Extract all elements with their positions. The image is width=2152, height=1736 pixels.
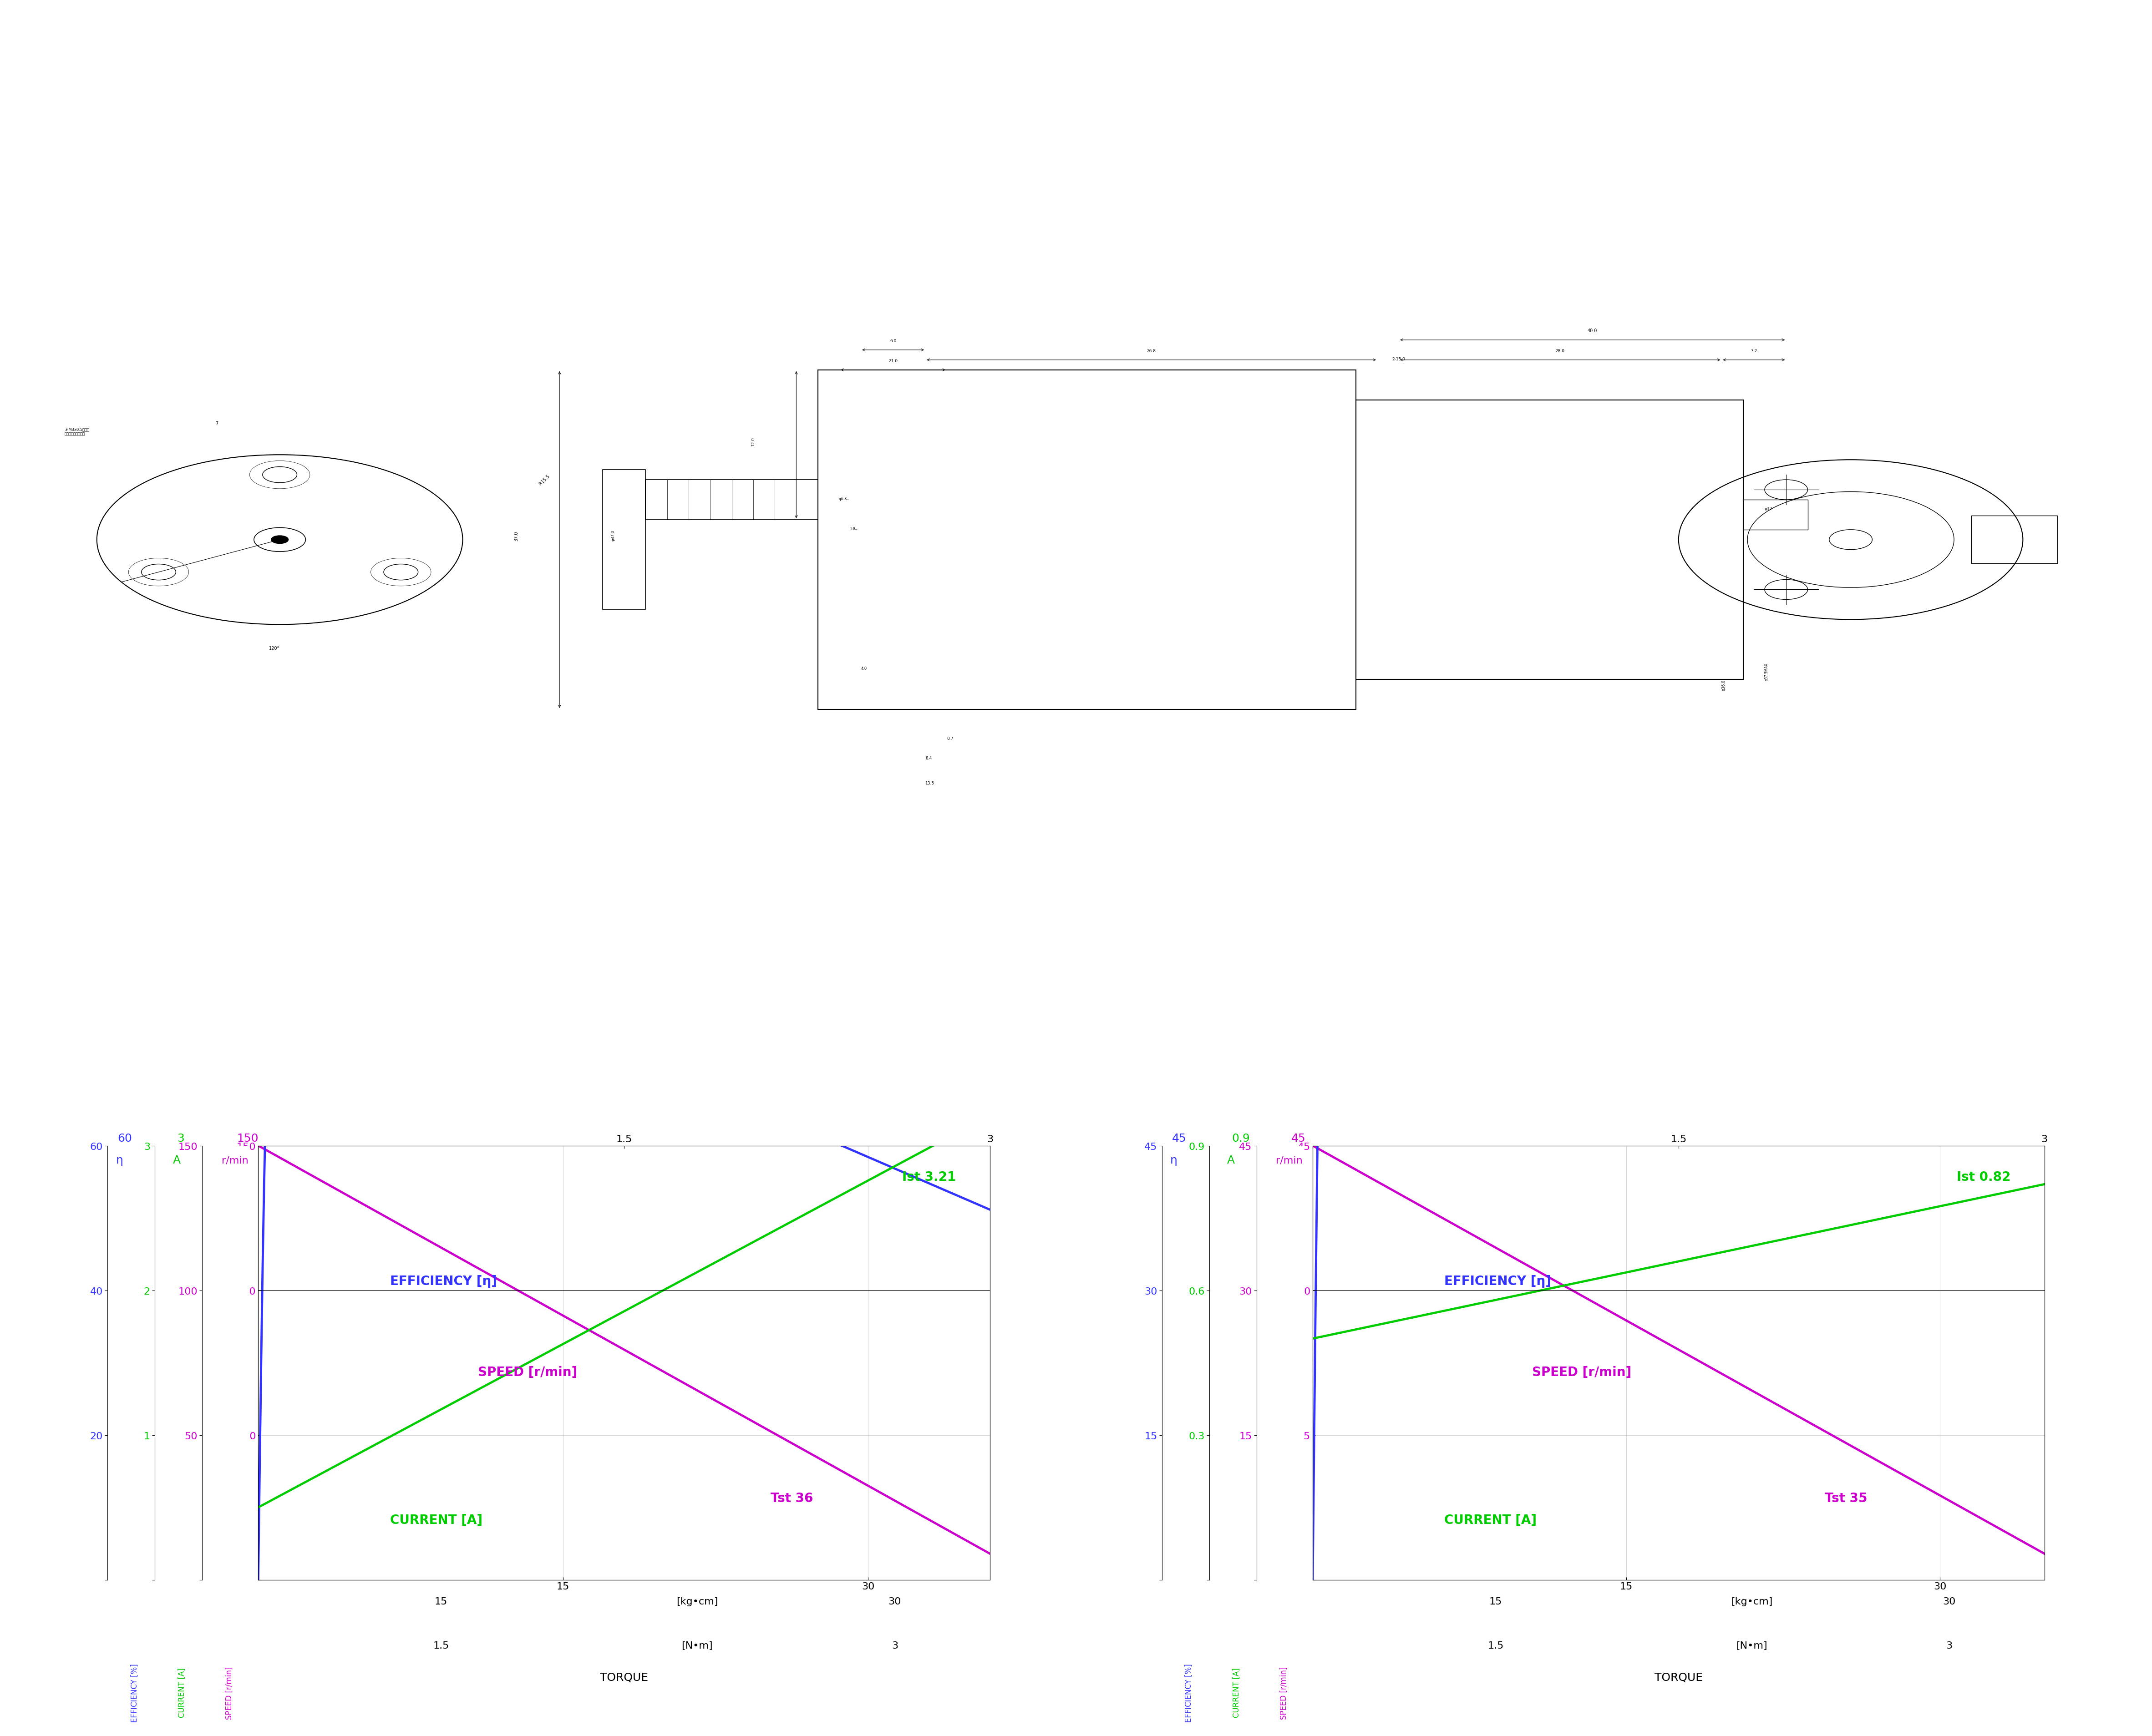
Text: r/min: r/min — [1276, 1156, 1302, 1165]
Text: Ist 3.21: Ist 3.21 — [902, 1170, 955, 1184]
Text: [kg•cm]: [kg•cm] — [1730, 1597, 1773, 1606]
Text: η: η — [1171, 1154, 1177, 1165]
Text: 3: 3 — [891, 1641, 897, 1651]
Text: 7: 7 — [215, 422, 217, 425]
Text: 24V: 24V — [923, 1106, 955, 1120]
Text: A: A — [172, 1154, 181, 1165]
Text: [N•m]: [N•m] — [682, 1641, 712, 1651]
Text: SPEED [r/min]: SPEED [r/min] — [1280, 1667, 1287, 1719]
Bar — [1356, 399, 1743, 679]
Text: 15: 15 — [1489, 1597, 1502, 1606]
Text: 30: 30 — [889, 1597, 902, 1606]
Text: Tst 36: Tst 36 — [770, 1491, 813, 1505]
Text: [N•m]: [N•m] — [1737, 1641, 1767, 1651]
Text: 30: 30 — [1943, 1597, 1956, 1606]
Text: 12.0: 12.0 — [751, 437, 755, 446]
Text: CURRENT [A]: CURRENT [A] — [390, 1514, 482, 1526]
Text: 6.0: 6.0 — [889, 339, 897, 344]
Bar — [818, 370, 1356, 710]
Text: φ6.8ₘ: φ6.8ₘ — [839, 496, 850, 502]
Text: 3: 3 — [1945, 1641, 1952, 1651]
Text: Ist 0.82: Ist 0.82 — [1956, 1170, 2010, 1184]
Text: 3: 3 — [176, 1134, 185, 1144]
Text: CURRENT [A]: CURRENT [A] — [1233, 1668, 1240, 1717]
Bar — [646, 481, 818, 521]
Text: 26.8: 26.8 — [1147, 349, 1156, 352]
Text: FGR2740 L10: FGR2740 L10 — [1179, 1104, 1313, 1121]
Text: [kg•cm]: [kg•cm] — [676, 1597, 719, 1606]
Text: r/min: r/min — [222, 1156, 247, 1165]
Text: 37.0: 37.0 — [514, 531, 519, 542]
Text: SPEED [r/min]: SPEED [r/min] — [1532, 1366, 1631, 1378]
Text: SPEED [r/min]: SPEED [r/min] — [226, 1667, 232, 1719]
Text: Tst 35: Tst 35 — [1825, 1491, 1868, 1505]
Text: A: A — [1227, 1154, 1235, 1165]
Text: 40.0: 40.0 — [1588, 328, 1597, 333]
Text: EFFICIENCY [η]: EFFICIENCY [η] — [1444, 1274, 1552, 1288]
Text: φ37.0: φ37.0 — [611, 529, 615, 542]
Text: 21.0: 21.0 — [889, 359, 897, 363]
Text: 0.9: 0.9 — [1231, 1134, 1250, 1144]
Text: 15: 15 — [435, 1597, 448, 1606]
Text: EFFICIENCY [%]: EFFICIENCY [%] — [1186, 1663, 1192, 1722]
Text: FGR2740 7PA3: FGR2740 7PA3 — [125, 1104, 271, 1121]
Text: TORQUE: TORQUE — [600, 1672, 648, 1682]
Text: 2-15.0: 2-15.0 — [1392, 358, 1405, 361]
Text: 0.7: 0.7 — [947, 736, 953, 741]
Text: EFFICIENCY [%]: EFFICIENCY [%] — [131, 1663, 138, 1722]
Circle shape — [271, 536, 288, 543]
Text: 150: 150 — [237, 1134, 258, 1144]
Text: φ37.5MAX: φ37.5MAX — [1765, 663, 1769, 681]
Text: 3.2: 3.2 — [1750, 349, 1758, 352]
Text: 13.5: 13.5 — [925, 781, 934, 785]
Text: φ36.0: φ36.0 — [1722, 679, 1726, 691]
Text: CURRENT [A]: CURRENT [A] — [1444, 1514, 1537, 1526]
Text: 1.5: 1.5 — [1487, 1641, 1504, 1651]
Text: 28.0: 28.0 — [1556, 349, 1565, 352]
Text: CURRENT [A]: CURRENT [A] — [179, 1668, 185, 1717]
Bar — [1971, 516, 2057, 564]
Text: η: η — [116, 1154, 123, 1165]
Text: 4.0: 4.0 — [861, 667, 867, 670]
Text: EFFICIENCY [η]: EFFICIENCY [η] — [390, 1274, 497, 1288]
Bar — [1743, 500, 1808, 529]
Bar — [603, 470, 646, 609]
Text: φ12: φ12 — [1765, 507, 1773, 510]
Text: 8.4: 8.4 — [925, 757, 932, 760]
Text: R15.5: R15.5 — [538, 474, 551, 486]
Text: 1.5: 1.5 — [433, 1641, 450, 1651]
Text: 60: 60 — [118, 1134, 131, 1144]
Text: 3-M3x0.5タップ
有効ねじ深さ４以上: 3-M3x0.5タップ 有効ねじ深さ４以上 — [65, 427, 88, 436]
Text: 45: 45 — [1173, 1134, 1186, 1144]
Text: SPEED [r/min]: SPEED [r/min] — [478, 1366, 577, 1378]
Text: 120°: 120° — [269, 646, 280, 651]
Text: 5.8ₘ: 5.8ₘ — [850, 526, 859, 531]
Text: 45: 45 — [1291, 1134, 1306, 1144]
Text: TORQUE: TORQUE — [1655, 1672, 1702, 1682]
